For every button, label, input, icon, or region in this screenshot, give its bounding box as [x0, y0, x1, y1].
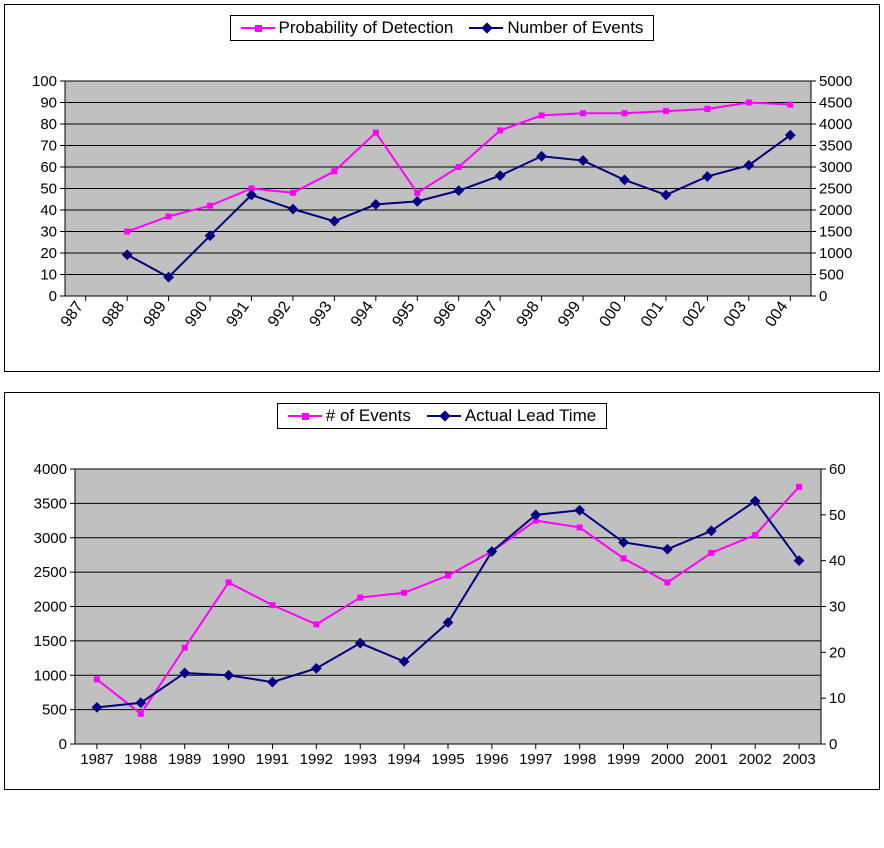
svg-text:2500: 2500: [34, 564, 67, 581]
svg-text:1500: 1500: [34, 633, 67, 650]
svg-text:1998: 1998: [563, 751, 596, 768]
svg-text:30: 30: [40, 224, 57, 241]
svg-text:80: 80: [40, 116, 57, 133]
svg-text:988: 988: [99, 298, 128, 330]
svg-text:60: 60: [829, 461, 846, 478]
svg-text:20: 20: [829, 644, 846, 661]
legend-marker-diamond-navy: [469, 21, 503, 35]
svg-text:2003: 2003: [782, 751, 815, 768]
chart-2-svg: 0 500 1000 1500 2000 2500 3000 3500 4000 0 10 20 30 4…: [15, 439, 871, 779]
legend-marker-square-pink: [241, 21, 275, 35]
svg-text:3000: 3000: [819, 159, 852, 176]
svg-text:1990: 1990: [212, 751, 245, 768]
legend-marker-square-pink: [288, 409, 322, 423]
svg-text:987: 987: [58, 298, 87, 330]
svg-text:1500: 1500: [819, 224, 852, 241]
svg-text:991: 991: [224, 298, 253, 330]
svg-text:3500: 3500: [34, 495, 67, 512]
svg-text:997: 997: [472, 298, 501, 330]
svg-text:001: 001: [638, 298, 667, 330]
svg-text:993: 993: [306, 298, 335, 330]
svg-text:004: 004: [762, 298, 791, 330]
svg-text:3500: 3500: [819, 138, 852, 155]
svg-text:1992: 1992: [300, 751, 333, 768]
svg-text:20: 20: [40, 245, 57, 262]
svg-text:992: 992: [265, 298, 294, 330]
legend-item-lead-time: Actual Lead Time: [427, 406, 596, 426]
svg-text:003: 003: [721, 298, 750, 330]
legend-label: # of Events: [326, 406, 411, 426]
legend-label: Number of Events: [507, 18, 643, 38]
svg-text:2000: 2000: [34, 599, 67, 616]
svg-text:998: 998: [514, 298, 543, 330]
chart-panel-2: # of Events Actual Lead Time 05001000150…: [4, 392, 880, 790]
legend-wrap-1: Probability of Detection Number of Event…: [15, 15, 869, 51]
svg-text:60: 60: [40, 159, 57, 176]
svg-text:50: 50: [40, 181, 57, 198]
legend-marker-diamond-navy: [427, 409, 461, 423]
legend-2: # of Events Actual Lead Time: [277, 403, 607, 429]
svg-text:990: 990: [182, 298, 211, 330]
svg-text:50: 50: [829, 507, 846, 524]
svg-text:000: 000: [597, 298, 626, 330]
svg-text:4000: 4000: [819, 116, 852, 133]
svg-text:996: 996: [431, 298, 460, 330]
svg-text:40: 40: [40, 202, 57, 219]
svg-text:994: 994: [348, 298, 377, 330]
legend-item-num-events2: # of Events: [288, 406, 411, 426]
svg-text:10: 10: [829, 690, 846, 707]
svg-text:1000: 1000: [819, 245, 852, 262]
svg-text:4000: 4000: [34, 461, 67, 478]
svg-text:10: 10: [40, 267, 57, 284]
svg-text:100: 100: [32, 73, 57, 90]
svg-text:30: 30: [829, 599, 846, 616]
svg-text:500: 500: [819, 267, 844, 284]
legend-label: Probability of Detection: [279, 18, 454, 38]
svg-text:1997: 1997: [519, 751, 552, 768]
svg-text:1989: 1989: [168, 751, 201, 768]
svg-text:1995: 1995: [431, 751, 464, 768]
svg-text:995: 995: [389, 298, 418, 330]
svg-text:0: 0: [59, 736, 67, 753]
svg-text:0: 0: [49, 288, 57, 305]
svg-text:1994: 1994: [387, 751, 420, 768]
legend-wrap-2: # of Events Actual Lead Time: [15, 403, 869, 439]
chart-panel-1: Probability of Detection Number of Event…: [4, 4, 880, 372]
svg-text:2000: 2000: [651, 751, 684, 768]
svg-text:0: 0: [829, 736, 837, 753]
svg-text:1000: 1000: [34, 667, 67, 684]
legend-item-prob-detection: Probability of Detection: [241, 18, 454, 38]
svg-text:2002: 2002: [738, 751, 771, 768]
svg-text:2001: 2001: [695, 751, 728, 768]
svg-text:1999: 1999: [607, 751, 640, 768]
svg-text:002: 002: [679, 298, 708, 330]
legend-1: Probability of Detection Number of Event…: [230, 15, 655, 41]
svg-text:989: 989: [141, 298, 170, 330]
svg-text:1988: 1988: [124, 751, 157, 768]
svg-text:5000: 5000: [819, 73, 852, 90]
svg-text:999: 999: [555, 298, 584, 330]
svg-text:1993: 1993: [344, 751, 377, 768]
chart-1-svg: 0102030405060708090100050010001500200025…: [15, 51, 871, 361]
svg-text:500: 500: [42, 702, 67, 719]
svg-text:2000: 2000: [819, 202, 852, 219]
svg-text:40: 40: [829, 553, 846, 570]
svg-text:1991: 1991: [256, 751, 289, 768]
svg-text:4500: 4500: [819, 95, 852, 112]
svg-text:90: 90: [40, 95, 57, 112]
svg-text:0: 0: [819, 288, 827, 305]
svg-text:70: 70: [40, 138, 57, 155]
svg-text:1996: 1996: [475, 751, 508, 768]
legend-label: Actual Lead Time: [465, 406, 596, 426]
svg-text:2500: 2500: [819, 181, 852, 198]
legend-item-num-events: Number of Events: [469, 18, 643, 38]
svg-text:1987: 1987: [80, 751, 113, 768]
svg-text:3000: 3000: [34, 530, 67, 547]
